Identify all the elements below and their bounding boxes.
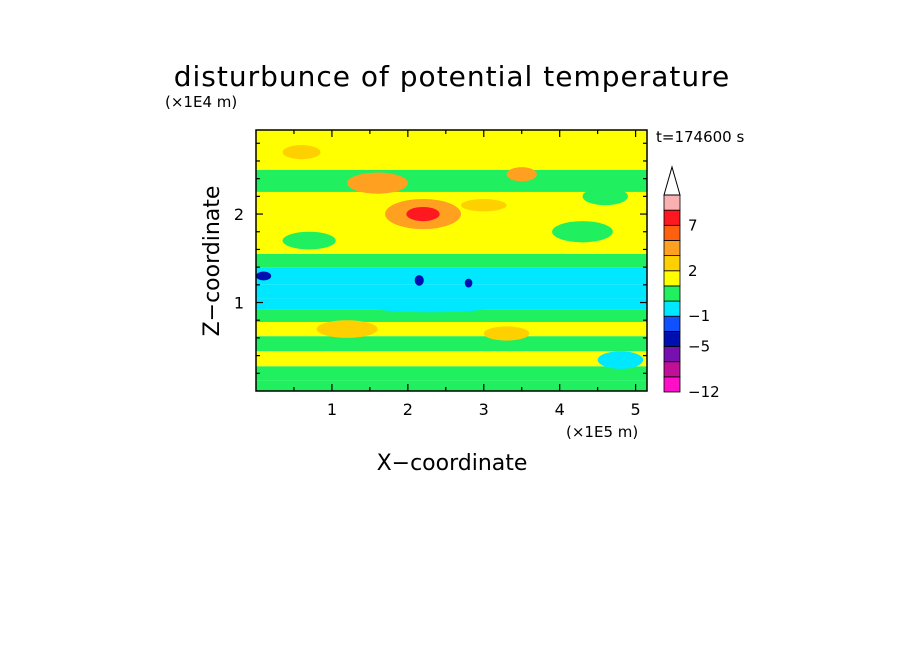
colorbar-box-3 [663,330,681,347]
chart-title: disturbunce of potential temperature [174,60,731,93]
x-axis: 1 2 3 4 5 [293,130,641,419]
plot-frame [255,129,648,392]
colorbar-box-4 [663,315,681,332]
field-feature-3 [506,167,537,182]
field-feature-12 [414,275,424,286]
colorbar-box-11 [663,209,681,226]
field-feature-2 [347,172,408,194]
colorbar-tick-label: 7 [688,216,698,234]
y-tick-label: 2 [234,205,244,224]
field-feature-4 [282,145,321,160]
field-feature-13 [464,278,473,288]
field-feature-6 [316,320,378,338]
colorbar-tick-label: −12 [688,383,720,401]
colorbar: −12−5−127 [663,165,720,401]
field-band-5 [256,309,647,322]
x-axis-title: X−coordinate [377,451,528,476]
field-feature-1 [406,206,440,222]
field-band-9 [256,253,647,268]
field-feature-15 [597,351,644,369]
field-feature-7 [483,326,530,341]
field-band-13 [256,169,647,192]
field-band-8 [256,267,647,285]
field-band-1 [256,366,647,381]
colorbar-box-7 [663,270,681,287]
heatmap-field [256,130,647,391]
time-label: t=174600 s [656,128,744,146]
colorbar-tick-label: −1 [688,307,710,325]
field-feature-8 [282,231,336,250]
field-band-14 [256,130,647,170]
field-feature-10 [582,187,629,206]
colorbar-tick-label: 2 [688,262,698,280]
colorbar-box-5 [663,300,681,317]
colorbar-box-0 [663,376,681,393]
field-band-7 [256,284,647,299]
field-band-3 [256,336,647,352]
y-unit-label: (×1E4 m) [165,93,237,111]
colorbar-extend-arrow [663,165,681,196]
x-tick-label: 3 [479,400,489,419]
y-axis: 12 [234,142,647,374]
colorbar-box-9 [663,240,681,257]
field-feature-14 [369,301,492,313]
colorbar-box-1 [663,361,681,378]
x-tick-label: 5 [631,400,641,419]
colorbar-box-2 [663,346,681,363]
field-feature-5 [460,199,507,212]
field-band-10 [256,231,647,254]
x-tick-label: 2 [403,400,413,419]
colorbar-tick-label: −5 [688,338,710,356]
y-axis-title: Z−coordinate [200,186,225,337]
field-band-0 [256,380,647,391]
y-tick-label: 1 [234,294,244,313]
field-feature-9 [552,221,613,243]
colorbar-box-6 [663,285,681,302]
field-band-12 [256,191,647,215]
field-band-4 [256,321,647,337]
colorbar-box-12 [663,194,681,211]
x-unit-label: (×1E5 m) [566,423,638,441]
colorbar-box-10 [663,224,681,241]
field-band-2 [256,351,647,367]
x-tick-label: 4 [555,400,565,419]
colorbar-box-8 [663,255,681,272]
field-feature-11 [256,271,272,281]
x-tick-label: 1 [327,400,337,419]
